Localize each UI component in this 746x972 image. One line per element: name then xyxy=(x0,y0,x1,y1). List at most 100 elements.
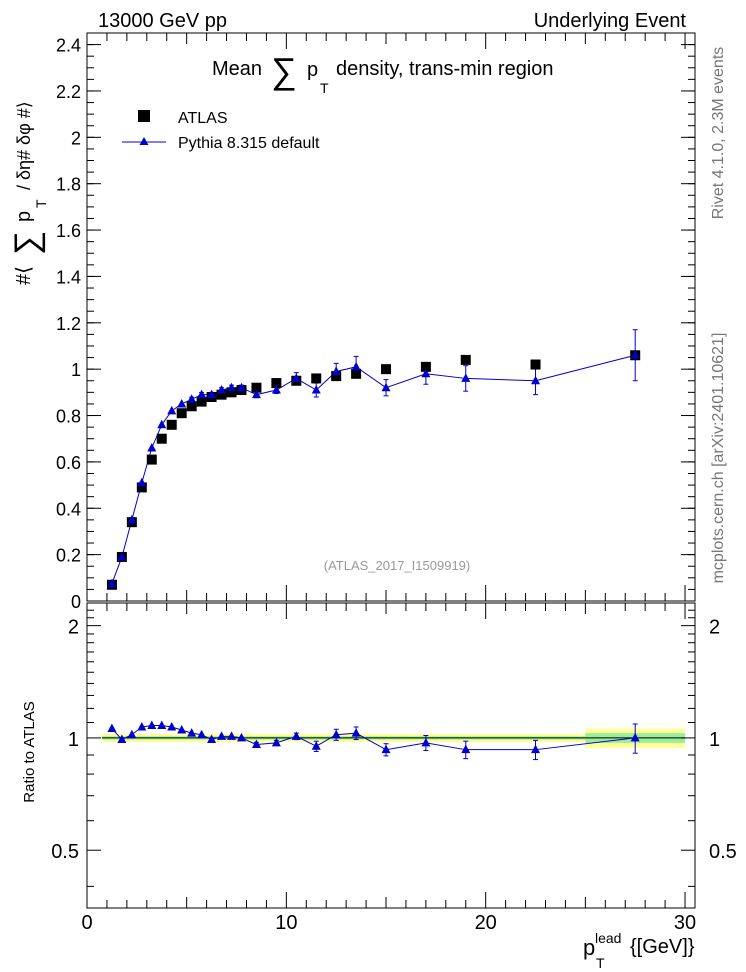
ratio-point xyxy=(271,737,281,747)
atlas-point xyxy=(331,371,342,382)
ratio-point xyxy=(157,720,167,729)
ratio-panel: 0.5 0.51 12 20 10 20 30 Ratio to ATLAS p lead … xyxy=(21,602,737,971)
ratio-point xyxy=(236,732,246,742)
atlas-point xyxy=(226,387,237,398)
main-ytick-label: 2.2 xyxy=(56,82,81,102)
title-p: p xyxy=(307,59,318,81)
pythia-point xyxy=(381,382,391,392)
pythia-point xyxy=(147,442,157,452)
pythia-point xyxy=(207,389,217,399)
atlas-point xyxy=(311,373,322,384)
legend-label-atlas: ATLAS xyxy=(178,110,228,127)
ratio-point xyxy=(127,729,137,739)
pythia-point xyxy=(127,514,137,524)
legend-marker-pythia xyxy=(139,137,149,145)
xlabel-unit: {[GeV]} xyxy=(630,936,695,958)
pythia-point xyxy=(461,373,471,382)
pythia-point xyxy=(630,350,640,359)
pythia-line xyxy=(111,354,636,584)
atlas-point xyxy=(271,378,282,389)
ratio-point xyxy=(331,729,341,739)
pythia-point xyxy=(351,361,361,371)
title-pre: Mean xyxy=(212,58,262,80)
main-ytick-label: 0.4 xyxy=(56,499,81,519)
atlas-point xyxy=(251,382,262,393)
main-title: Mean ∑ p T density, trans-min region xyxy=(212,50,554,96)
main-ytick-label: 0.6 xyxy=(56,453,81,473)
main-ytick-label: 1.2 xyxy=(56,314,81,334)
pythia-point xyxy=(291,373,301,382)
atlas-point xyxy=(146,454,157,465)
pythia-point xyxy=(157,419,167,429)
atlas-point xyxy=(460,354,471,365)
main-ytick-label: 0.2 xyxy=(56,546,81,566)
atlas-point xyxy=(136,482,147,493)
title-sub: T xyxy=(320,80,329,96)
ratio-point xyxy=(167,721,177,731)
ylabel-sigma: ∑ xyxy=(8,231,46,255)
xlabel-p: p xyxy=(583,935,595,960)
rivet-label: Rivet 4.1.0, 2.3M events xyxy=(710,47,727,220)
ratio-xtick-label: 0 xyxy=(81,912,92,934)
pythia-point xyxy=(197,389,207,399)
ratio-point xyxy=(421,737,431,747)
pythia-point xyxy=(236,382,246,392)
pythia-point xyxy=(531,375,541,385)
ratio-point xyxy=(630,732,640,742)
pythia-point xyxy=(217,385,227,394)
ratio-point xyxy=(137,721,147,731)
main-ytick-label: 1.6 xyxy=(56,221,81,241)
ratio-point xyxy=(207,734,217,744)
pythia-point xyxy=(177,398,187,408)
atlas-point xyxy=(351,368,362,379)
atlas-point xyxy=(166,419,177,430)
main-ytick-label: 2 xyxy=(71,128,81,148)
ratio-point xyxy=(197,729,207,739)
main-panel: 0 0.2 0.4 0.6 0.8 1 1.2 1.4 1.6 1.8 2 2.2 2.4 Mean ∑… xyxy=(8,32,696,612)
atlas-point xyxy=(176,408,187,419)
ratio-ytick-label: 1 xyxy=(68,729,79,751)
atlas-point xyxy=(186,401,197,412)
xlabel: p lead T {[GeV]} xyxy=(583,930,695,971)
title-post: density, trans-min region xyxy=(336,58,554,80)
atlas-point xyxy=(381,364,392,375)
ratio-xtick-label: 30 xyxy=(674,912,696,934)
ratio-point xyxy=(311,741,321,750)
main-ytick-label: 0.8 xyxy=(56,407,81,427)
ylabel-post: / δη# δφ #⟩ xyxy=(14,101,34,190)
ratio-ytick-label: 2 xyxy=(68,617,79,639)
pythia-point xyxy=(271,385,281,394)
pythia-point xyxy=(251,389,261,399)
title-sigma: ∑ xyxy=(271,50,297,91)
main-ytick-label: 1.8 xyxy=(56,175,81,195)
ratio-point xyxy=(351,728,361,737)
ratio-point xyxy=(291,731,301,740)
pythia-point xyxy=(187,394,197,403)
ylabel-sub: T xyxy=(33,199,49,208)
ratio-point xyxy=(227,731,237,740)
watermark: (ATLAS_2017_I1509919) xyxy=(324,558,470,573)
ratio-point xyxy=(461,744,471,754)
pythia-point xyxy=(311,385,321,394)
ratio-ytick-label-right: 0.5 xyxy=(709,841,737,863)
atlas-point xyxy=(216,389,227,400)
xlabel-sup: lead xyxy=(595,930,621,946)
ratio-point xyxy=(251,739,261,749)
mcplots-label: mcplots.cern.ch [arXiv:2401.10621] xyxy=(710,333,727,584)
atlas-point xyxy=(420,361,431,372)
pythia-point xyxy=(137,477,147,487)
pythia-point xyxy=(227,382,237,392)
ratio-xtick-label: 10 xyxy=(275,912,297,934)
ratio-point xyxy=(117,734,127,744)
ratio-ytick-label: 0.5 xyxy=(51,841,79,863)
ratio-point xyxy=(187,728,197,737)
pythia-point xyxy=(117,551,127,561)
atlas-point xyxy=(196,396,207,407)
main-ylabel: #⟨ ∑ p T / δη# δφ #⟩ xyxy=(8,101,49,285)
atlas-point xyxy=(530,359,541,370)
ratio-xtick-label: 20 xyxy=(475,912,497,934)
xlabel-sub: T xyxy=(596,955,605,971)
ratio-point xyxy=(177,725,187,734)
ratio-ytick-label-right: 2 xyxy=(709,617,720,639)
